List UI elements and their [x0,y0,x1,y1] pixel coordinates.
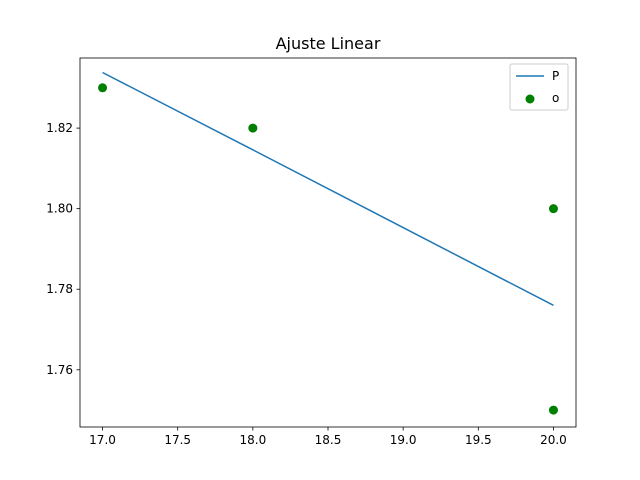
legend-label: o [552,91,559,105]
axes-frame [79,57,577,428]
y-tick-label: 1.80 [46,202,73,216]
x-tick-label: 20.0 [540,433,567,447]
chart-title: Ajuste Linear [276,34,381,53]
x-tick-label: 17.0 [89,433,116,447]
legend-marker-swatch [525,94,535,104]
scatter-point [548,204,558,214]
scatter-point [248,123,258,133]
scatter-point [548,405,558,415]
y-tick-label: 1.82 [46,121,73,135]
x-tick-label: 18.5 [315,433,342,447]
x-tick-label: 19.5 [465,433,492,447]
y-tick-label: 1.76 [46,363,73,377]
series-layer [98,71,558,415]
legend-label: P [552,69,559,83]
x-tick-label: 18.0 [239,433,266,447]
series-line-P [102,71,554,307]
legend: Po [509,63,569,111]
y-tick-label: 1.78 [46,282,73,296]
ticks-layer: 17.0 17.5 18.0 18.5 19.0 19.5 20.0 1.76 1.78 1.80… [46,121,567,447]
scatter-point [98,83,108,93]
x-tick-label: 19.0 [390,433,417,447]
x-tick-label: 17.5 [164,433,191,447]
